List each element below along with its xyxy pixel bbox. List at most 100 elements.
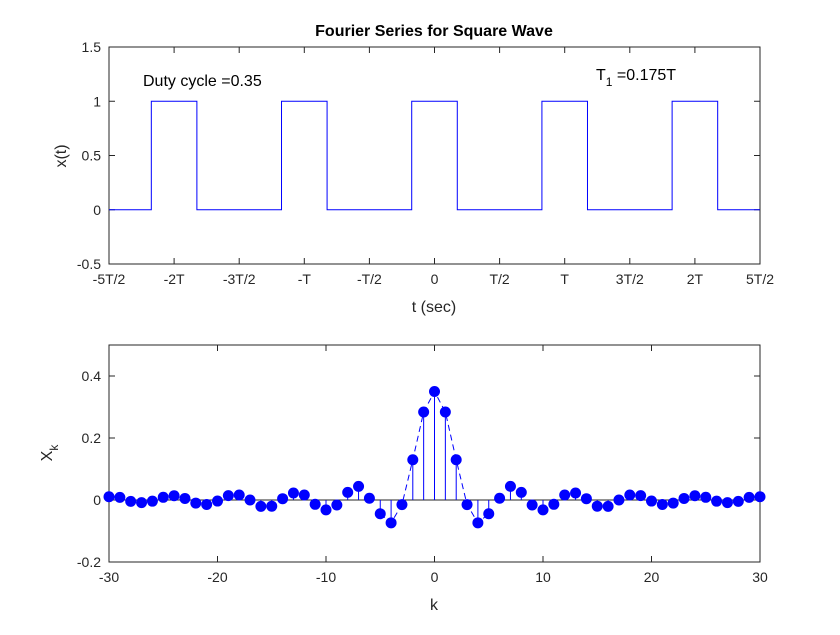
plot2-ytick-label: 0 xyxy=(93,492,101,508)
stem-marker xyxy=(559,489,571,501)
stem-marker xyxy=(255,500,267,512)
square-wave-line xyxy=(109,100,760,211)
stem-marker xyxy=(309,498,321,510)
stem-marker xyxy=(179,492,191,504)
stem-marker xyxy=(418,406,430,418)
plot1-ylabel: x(t) xyxy=(53,144,70,167)
stem-marker xyxy=(212,495,223,507)
stem-marker xyxy=(125,495,137,507)
stem-marker xyxy=(483,508,495,520)
stem-marker xyxy=(461,499,473,511)
plot2-ytick-label: 0.4 xyxy=(82,368,102,384)
plot1-xtick-label: -5T/2 xyxy=(93,271,126,287)
stem-marker xyxy=(711,495,723,507)
plot2-xtick-label: -30 xyxy=(99,569,119,585)
plot1-xtick-label: 0 xyxy=(431,271,439,287)
plot2-ylabel-sub: k xyxy=(47,444,61,451)
stem-marker xyxy=(613,494,625,506)
plot1-xtick-label: T/2 xyxy=(489,271,509,287)
plot1-ytick-label: 0 xyxy=(93,202,101,218)
stem-marker xyxy=(136,497,148,509)
plot2-ticks: -30 -20 -10 0 10 20 30 -0.2 0 0.2 0.4 xyxy=(77,345,768,585)
plot1-ytick-label: 1.5 xyxy=(82,39,102,55)
stem-marker xyxy=(266,500,278,512)
stem-marker xyxy=(548,498,560,510)
plot2-ytick-label: -0.2 xyxy=(77,554,101,570)
stem-marker xyxy=(201,499,213,511)
plot1-xtick-label: 5T/2 xyxy=(746,271,774,287)
stem-marker xyxy=(624,489,636,501)
stem-marker xyxy=(363,492,375,504)
t1-annotation: T1 =0.175T xyxy=(596,67,676,89)
plot2-xtick-label: 30 xyxy=(752,569,768,585)
stem-marker xyxy=(222,490,234,502)
stem-marker xyxy=(396,499,408,511)
duty-cycle-annotation: Duty cycle =0.35 xyxy=(143,73,262,90)
stem-marker xyxy=(494,492,506,504)
stem-marker xyxy=(450,454,462,466)
stem-marker xyxy=(374,508,386,520)
plot1-xtick-label: T xyxy=(560,271,569,287)
stem-marker xyxy=(331,499,343,511)
stem-marker xyxy=(526,499,538,511)
stem-marker xyxy=(277,493,289,505)
stem-marker xyxy=(656,499,668,511)
stems xyxy=(103,386,766,529)
stem-marker xyxy=(233,489,245,501)
plot1-axes-box xyxy=(108,46,761,265)
stem-marker xyxy=(732,495,744,507)
plot2-xtick-label: 20 xyxy=(644,569,660,585)
plot2-xtick-label: -20 xyxy=(207,569,227,585)
stem-marker xyxy=(146,495,158,507)
stem-marker xyxy=(244,494,256,506)
stem-marker xyxy=(298,489,310,501)
stem-marker xyxy=(602,500,614,512)
t1-annotation-rest: =0.175T xyxy=(612,67,676,84)
plot2-ylabel: Xk xyxy=(39,444,61,462)
stem-marker xyxy=(678,492,690,504)
plot1-ytick-label: 1 xyxy=(93,93,101,109)
plot1-xtick-label: -T xyxy=(298,271,312,287)
stem-marker xyxy=(157,491,169,503)
plot2-xlabel: k xyxy=(430,597,439,614)
stem-marker xyxy=(439,406,451,418)
plot1-xtick-label: 2T xyxy=(687,271,704,287)
stem-marker xyxy=(635,490,647,502)
plot2-xtick-label: -10 xyxy=(316,569,336,585)
stem-marker xyxy=(646,495,657,507)
stem-marker xyxy=(103,491,115,503)
plot1-xlabel: t (sec) xyxy=(412,299,456,316)
square-wave-plot: Fourier Series for Square Wave -5T/2 -2T -… xyxy=(53,23,774,316)
stem-marker xyxy=(407,454,419,466)
plot1-xtick-label: -2T xyxy=(164,271,185,287)
stem-marker xyxy=(591,500,603,512)
stem-marker xyxy=(689,490,701,502)
stem-marker xyxy=(700,491,712,503)
plot1-ytick-label: -0.5 xyxy=(77,256,101,272)
stem-marker xyxy=(743,491,755,503)
stem-marker xyxy=(114,491,126,503)
stem-marker xyxy=(342,486,354,498)
stem-marker xyxy=(515,486,527,498)
plot2-xtick-label: 10 xyxy=(535,569,551,585)
coefficients-plot: -30 -20 -10 0 10 20 30 -0.2 0 0.2 0.4 k Xk xyxy=(39,344,768,614)
stem-marker xyxy=(570,487,582,499)
plot1-ytick-label: 0.5 xyxy=(82,148,102,164)
t1-annotation-sub: 1 xyxy=(606,75,613,89)
t1-annotation-main: T xyxy=(596,67,606,84)
stem-marker xyxy=(353,480,365,492)
stem-marker xyxy=(667,497,679,509)
plot2-ylabel-main: X xyxy=(39,450,56,461)
stem-marker xyxy=(385,517,397,529)
stem-marker xyxy=(429,386,440,397)
stem-marker xyxy=(580,493,592,505)
plot1-title: Fourier Series for Square Wave xyxy=(315,23,553,40)
plot1-xtick-label: 3T/2 xyxy=(616,271,644,287)
stem-marker xyxy=(537,504,549,516)
stem-marker xyxy=(472,517,484,529)
plot1-xtick-label: -T/2 xyxy=(357,271,382,287)
plot1-ticks: -5T/2 -2T -3T/2 -T -T/2 0 T/2 T 3T/2 2T 5T/2 -0.5 0 0… xyxy=(77,39,774,287)
stem-marker xyxy=(504,480,516,492)
plot2-xtick-label: 0 xyxy=(431,569,439,585)
